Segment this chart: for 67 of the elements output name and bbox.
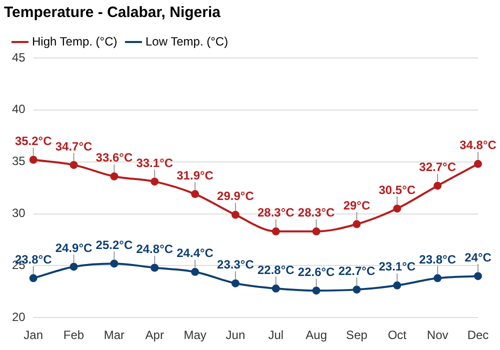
y-tick-label: 40 <box>12 102 26 116</box>
data-label: 29°C <box>343 198 370 212</box>
point <box>352 286 361 294</box>
point <box>150 264 159 272</box>
point <box>29 156 38 164</box>
data-label: 24.4°C <box>176 246 214 260</box>
data-label: 31.9°C <box>176 168 214 182</box>
data-label: 23.1°C <box>378 260 416 274</box>
y-tick-label: 30 <box>12 206 26 220</box>
data-label: 34.8°C <box>460 138 497 152</box>
data-label: 23.8°C <box>419 252 456 266</box>
point <box>70 160 78 169</box>
data-label: 22.8°C <box>257 262 295 277</box>
y-tick-label: 45 <box>12 50 26 64</box>
point <box>312 286 320 295</box>
data-label: 28.3°C <box>298 206 336 220</box>
point <box>231 279 240 288</box>
data-label: 28.3°C <box>257 206 295 220</box>
point <box>474 160 482 168</box>
x-tick-label: May <box>184 328 206 342</box>
point <box>191 268 200 276</box>
point <box>312 227 320 236</box>
point <box>70 262 78 271</box>
legend-label: High Temp. (°C) <box>32 34 118 48</box>
x-tick-label: Dec <box>467 328 489 342</box>
point <box>110 172 118 180</box>
point <box>272 227 280 236</box>
data-label: 33.1°C <box>136 156 174 170</box>
x-tick-label: Jan <box>24 328 44 342</box>
data-label: 24.8°C <box>136 242 174 256</box>
data-label: 25.2°C <box>96 238 133 252</box>
point <box>272 284 280 293</box>
point <box>434 182 442 190</box>
y-tick-label: 20 <box>12 310 26 324</box>
data-label: 23.3°C <box>217 258 254 272</box>
point <box>231 210 240 219</box>
x-tick-label: Apr <box>145 328 164 342</box>
data-label: 22.6°C <box>298 264 336 279</box>
y-tick-label: 35 <box>12 154 26 168</box>
point <box>352 220 361 228</box>
point <box>393 281 402 290</box>
x-tick-label: Oct <box>388 328 408 342</box>
data-label: 22.7°C <box>338 264 376 278</box>
data-label: 35.2°C <box>14 134 52 148</box>
data-label: 30.5°C <box>378 182 416 197</box>
x-tick-label: Jul <box>268 328 284 342</box>
data-label: 34.7°C <box>55 139 93 154</box>
point <box>434 274 442 282</box>
x-tick-label: Feb <box>63 328 84 342</box>
point <box>29 274 38 282</box>
legend-label: Low Temp. (°C) <box>145 34 228 48</box>
point <box>191 190 200 198</box>
point <box>393 204 402 213</box>
x-tick-label: Jun <box>226 328 246 342</box>
point <box>474 272 482 280</box>
x-tick-label: Sep <box>346 328 368 342</box>
x-tick-label: Nov <box>426 328 448 342</box>
data-label: 29.9°C <box>217 189 254 204</box>
x-tick-label: Mar <box>104 328 125 342</box>
point <box>110 260 118 268</box>
point <box>150 178 159 186</box>
x-tick-label: Aug <box>306 328 327 342</box>
data-label: 33.6°C <box>96 150 133 165</box>
data-label: 24.9°C <box>55 241 93 256</box>
data-label: 24°C <box>464 250 492 264</box>
chart-title: Temperature - Calabar, Nigeria <box>4 4 222 22</box>
data-label: 32.7°C <box>419 160 456 174</box>
